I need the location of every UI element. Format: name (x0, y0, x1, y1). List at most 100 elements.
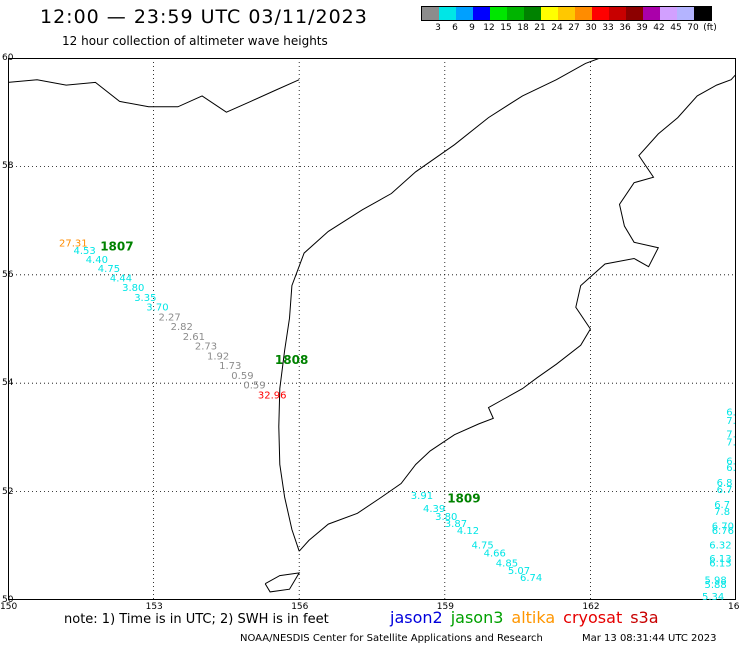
wave-height-value: 1.92 (207, 351, 229, 362)
scale-label: 6 (452, 23, 458, 33)
wave-height-value: 6. (726, 408, 736, 419)
scale-swatch (507, 7, 524, 20)
lat-tick-label: 60 (2, 53, 14, 63)
wave-height-value: 7. (726, 416, 736, 427)
wave-height-value: 6. (726, 457, 736, 468)
scale-label: 15 (500, 23, 512, 33)
scale-swatch (592, 7, 609, 20)
coastline-north (8, 79, 300, 113)
lon-tick-label: 162 (582, 602, 600, 612)
scale-swatch (439, 7, 456, 20)
wave-height-value: 5.07 (508, 566, 530, 577)
scale-swatch (490, 7, 507, 20)
credit-text: NOAA/NESDIS Center for Satellite Applica… (240, 633, 543, 644)
wave-height-value: 4.40 (86, 255, 108, 266)
wave-height-value: 4.85 (496, 558, 518, 569)
scale-label: 70 (687, 23, 699, 33)
wave-height-value: 4.39 (423, 504, 445, 515)
wave-height-value: 7.8 (714, 507, 730, 518)
satellite-name: altika (511, 608, 556, 627)
wave-height-value: 3.80 (122, 283, 144, 294)
scale-label: 9 (469, 23, 475, 33)
wave-height-value: 5.98 (705, 576, 727, 587)
footer-note: note: 1) Time is in UTC; 2) SWH is in fe… (64, 612, 329, 627)
map-frame (8, 58, 736, 600)
lat-tick-label: 56 (2, 269, 14, 280)
scale-swatch (558, 7, 575, 20)
scale-swatch (694, 7, 711, 20)
lat-tick-label: 52 (2, 486, 14, 497)
scale-swatch (643, 7, 660, 20)
lon-tick-label: 165 (728, 602, 740, 612)
color-scale-boxes (421, 6, 712, 21)
wave-height-value: 6.7 (714, 500, 730, 511)
wave-height-value: 6.70 (712, 522, 734, 533)
wave-height-value: 6.8 (717, 478, 733, 489)
wave-height-value: 6.76 (712, 526, 734, 537)
lon-tick-label: 153 (145, 602, 163, 612)
wave-height-value: 4.75 (472, 541, 494, 552)
color-scale-legend: 3 6 9 12 15 18 21 24 27 30 33 36 39 42 45 70 (ft) (421, 6, 717, 35)
wave-height-value: 4.75 (98, 264, 120, 275)
wave-height-value: 6.32 (709, 541, 731, 552)
wave-height-value: 32.96 (258, 390, 287, 401)
wave-height-value: 4.12 (457, 526, 479, 537)
coastline-west (278, 58, 601, 552)
satellite-legend: jason2 jason3 altika cryosat s3a (390, 608, 667, 627)
wave-height-value: 6.7 (717, 485, 733, 496)
wave-height-value: 3.80 (435, 512, 457, 523)
scale-label: 12 (483, 23, 495, 33)
wave-height-value: 7. (726, 438, 736, 449)
satellite-name: s3a (630, 608, 659, 627)
wave-height-value: 6.13 (709, 554, 731, 565)
scale-swatch (422, 7, 439, 20)
track-label: 1809 (447, 491, 480, 505)
scale-swatch (660, 7, 677, 20)
wave-height-value: 2.82 (171, 322, 193, 333)
scale-label: 30 (585, 23, 597, 33)
wave-height-value: 6.74 (520, 573, 542, 584)
wave-height-value: 7. (726, 429, 736, 440)
scale-label: 45 (670, 23, 682, 33)
wave-height-value: 2.27 (159, 312, 181, 323)
lon-tick-label: 156 (291, 602, 309, 612)
wave-height-value: 3.91 (411, 491, 433, 502)
wave-height-value: 5.34 (702, 592, 724, 600)
wave-height-value: 2.61 (183, 332, 205, 343)
wave-height-value: 0.59 (231, 371, 253, 382)
wave-height-value: 3.35 (134, 293, 156, 304)
wave-height-value: 0.59 (243, 381, 265, 392)
lon-tick-label: 150 (0, 602, 18, 612)
scale-label: 42 (653, 23, 665, 33)
scale-label: 36 (619, 23, 631, 33)
wave-height-value: 2.73 (195, 342, 217, 353)
coastline-east (298, 73, 736, 552)
lon-tick-label: 159 (436, 602, 454, 612)
scale-swatch (677, 7, 694, 20)
color-scale-labels: 3 6 9 12 15 18 21 24 27 30 33 36 39 42 45 70 (ft) (421, 21, 717, 35)
wave-height-value: 6.13 (709, 558, 731, 569)
lat-tick-label: 50 (2, 595, 14, 605)
lat-tick-label: 58 (2, 161, 14, 172)
scale-swatch (575, 7, 592, 20)
scale-swatch (626, 7, 643, 20)
wave-height-value: 3.70 (146, 303, 168, 314)
scale-swatch (609, 7, 626, 20)
scale-label: 33 (602, 23, 614, 33)
satellite-name: jason2 (390, 608, 443, 627)
scale-swatch (473, 7, 490, 20)
track-label: 1808 (275, 353, 308, 367)
scale-label: (ft) (703, 23, 717, 33)
scale-label: 27 (568, 23, 580, 33)
wave-height-value: 5.88 (705, 580, 727, 591)
wave-height-value: 1.73 (219, 361, 241, 372)
scale-swatch (456, 7, 473, 20)
wave-height-value: 3.87 (445, 519, 467, 530)
wave-height-value: 27.31 (59, 239, 88, 250)
wave-height-value: 6. (726, 463, 736, 474)
wave-height-value: 4.66 (484, 549, 506, 560)
satellite-name: jason3 (450, 608, 504, 627)
scale-label: 3 (435, 23, 441, 33)
timestamp-text: Mar 13 08:31:44 UTC 2023 (582, 633, 717, 644)
lat-tick-label: 54 (2, 378, 14, 389)
